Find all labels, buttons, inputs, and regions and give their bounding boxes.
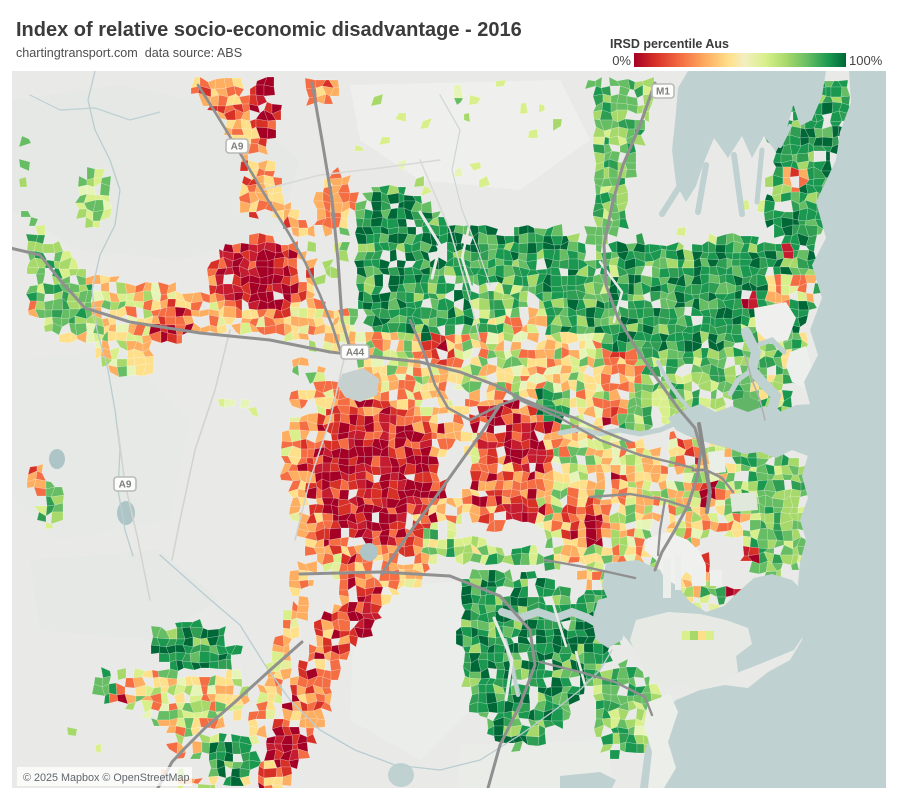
svg-text:M1: M1 bbox=[656, 87, 670, 98]
svg-text:A9: A9 bbox=[119, 480, 132, 491]
svg-text:A9: A9 bbox=[231, 142, 244, 153]
svg-text:© 2025 Mapbox © OpenStreetMap: © 2025 Mapbox © OpenStreetMap bbox=[23, 772, 190, 784]
svg-text:A44: A44 bbox=[346, 348, 365, 359]
